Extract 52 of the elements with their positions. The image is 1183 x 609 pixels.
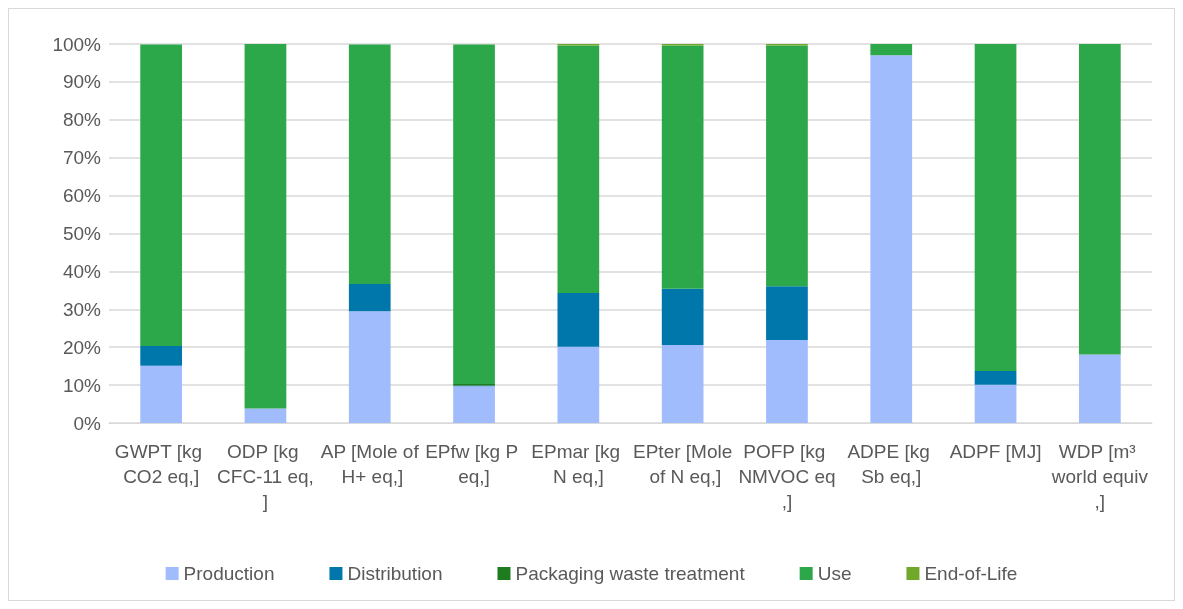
bar (766, 45, 808, 287)
bar (140, 365, 183, 423)
bar (244, 408, 287, 423)
y-tick-label: 30% (62, 298, 102, 320)
bar (974, 44, 1017, 372)
legend-label: Packaging waste treatment (515, 563, 746, 584)
x-tick-label: ADPF [MJ] (949, 441, 1042, 462)
bar (661, 45, 704, 289)
x-tick-label: EPmar [kg N eq,] (531, 441, 626, 487)
legend-label: Use (817, 563, 852, 584)
x-tick-label: EPfw [kg P eq,] (425, 441, 523, 487)
y-tick-label: 100% (52, 33, 102, 55)
bar (1078, 354, 1121, 423)
y-tick-label: 0% (73, 412, 102, 434)
bar (348, 311, 391, 423)
legend-label: End-of-Life (924, 563, 1018, 584)
x-tick-label: EPter [Mole of N eq,] (633, 441, 733, 487)
y-tick-label: 10% (62, 374, 102, 396)
y-tick-label: 70% (62, 147, 102, 169)
bar (661, 344, 704, 423)
bar (766, 286, 808, 340)
y-tick-label: 90% (62, 71, 102, 93)
x-tick-label: POFP [kg NMVOC eq,] (738, 441, 836, 512)
y-tick-label: 40% (62, 260, 102, 282)
legend-label: Distribution (347, 563, 443, 584)
x-tick-label: AP [Mole of H+ eq,] (320, 441, 420, 487)
bar (557, 346, 600, 423)
bar (974, 371, 1017, 385)
x-tick-label: ADPE [kg Sb eq,] (847, 441, 936, 487)
x-tick-label: WDP [m³ world equiv,] (1050, 441, 1149, 512)
legend-label: Production (183, 563, 275, 584)
bar (140, 44, 183, 347)
bar (557, 45, 600, 293)
x-tick-label: GWPT [kg CO2 eq,] (114, 441, 208, 487)
y-tick-label: 80% (62, 109, 102, 131)
bar (870, 55, 913, 423)
bar (244, 44, 287, 409)
bar (1078, 44, 1121, 355)
bar (766, 340, 808, 423)
bar (661, 288, 704, 345)
y-tick-label: 50% (62, 223, 102, 244)
bar (348, 44, 391, 284)
y-tick-label: 20% (62, 336, 102, 358)
bar (140, 346, 183, 366)
bar (870, 44, 913, 56)
bar (557, 293, 600, 347)
bar (974, 384, 1017, 423)
bar (453, 386, 495, 423)
bar (348, 283, 391, 312)
bar (453, 44, 495, 384)
y-tick-label: 60% (62, 185, 102, 207)
x-tick-label: ODP [kg CFC-11 eq,] (217, 441, 314, 512)
